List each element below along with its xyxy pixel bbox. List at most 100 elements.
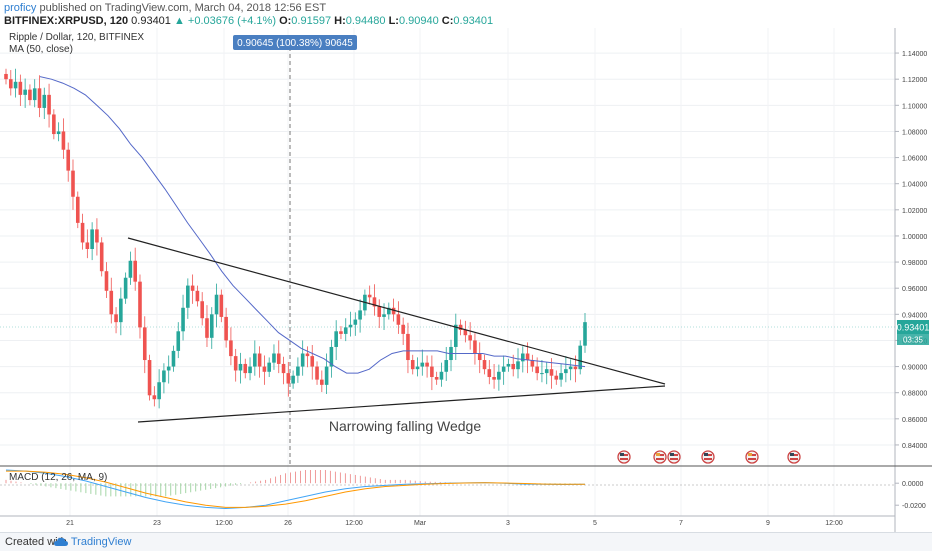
price-tick-label: 0.84000: [902, 443, 927, 450]
event-flag-icon[interactable]: [745, 450, 759, 464]
candle-body: [56, 131, 61, 135]
candle-body: [99, 242, 104, 272]
candle-body: [90, 229, 94, 249]
candle-body: [253, 353, 257, 367]
economic-events[interactable]: [617, 450, 801, 464]
candle-body: [219, 294, 224, 317]
wedge-lower-trendline[interactable]: [137, 385, 666, 423]
candle-body: [348, 324, 353, 328]
macd-axis[interactable]: 0.0000 -0.0200: [895, 481, 926, 510]
candle-body: [578, 345, 583, 370]
price-axis[interactable]: 1.14000 1.12000 1.10000 1.08000 1.06000 1.040…: [895, 51, 927, 450]
candle-body: [186, 285, 190, 308]
candle-body: [382, 314, 386, 317]
candle-body: [200, 301, 204, 319]
candle-body: [568, 366, 573, 370]
macd-legend[interactable]: MACD (12, 26, MA, 9): [9, 472, 107, 483]
candle-body: [473, 340, 477, 354]
candle-body: [549, 369, 554, 376]
candle-body: [444, 360, 449, 372]
candle-body: [324, 366, 329, 385]
candle-body: [501, 366, 506, 372]
candle-body: [492, 377, 496, 380]
candle-body: [463, 329, 468, 336]
candle-body: [272, 353, 276, 363]
macd-signal-line: [6, 470, 585, 508]
price-tick-label: 1.12000: [902, 77, 927, 84]
candle-body: [367, 294, 372, 298]
high-value: 0.94480: [345, 15, 386, 27]
candle-body: [387, 307, 391, 315]
candle-body: [372, 297, 377, 307]
crosshair-badge: 0.90645 (100.38%) 90645: [233, 35, 357, 50]
low-label: L:: [388, 15, 399, 27]
candle-body: [138, 281, 142, 328]
candle-body: [195, 290, 200, 302]
chart-area[interactable]: 1.14000 1.12000 1.10000 1.08000 1.06000 1.040…: [0, 28, 932, 532]
price-tick-label: 1.04000: [902, 182, 927, 189]
candle-body: [123, 277, 128, 299]
tradingview-logo[interactable]: TradingView: [54, 536, 131, 548]
candle-body: [425, 362, 429, 367]
time-tick-label: 12:00: [345, 520, 363, 527]
candle-body: [358, 310, 362, 320]
candle-body: [430, 366, 434, 378]
candle-body: [334, 331, 338, 347]
wedge-annotation[interactable]: Narrowing falling Wedge: [329, 418, 481, 434]
candle-body: [511, 363, 516, 370]
candle-body: [535, 366, 539, 374]
candle-body: [166, 366, 171, 371]
time-axis[interactable]: 21 23 12:00 26 12:00 Mar 3 5 7 9 12:00: [66, 520, 843, 527]
macd-tick-label: 0.0000: [902, 481, 924, 488]
event-flag-icon[interactable]: [667, 450, 681, 464]
candle-body: [468, 335, 472, 341]
wedge-upper-trendline[interactable]: [127, 237, 666, 385]
author-link[interactable]: proficy: [4, 2, 37, 14]
candle-body: [420, 362, 425, 367]
open-value: 0.91597: [291, 15, 332, 27]
time-tick-label: Mar: [414, 520, 427, 527]
candle-body: [47, 94, 51, 115]
candle-body: [229, 340, 233, 357]
event-flag-icon[interactable]: [701, 450, 715, 464]
price-tick-label: 0.94000: [902, 312, 927, 319]
candle-body: [133, 260, 137, 282]
price-tick-label: 0.98000: [902, 260, 927, 267]
candle-body: [23, 89, 27, 95]
candle-body: [477, 353, 482, 361]
candle-body: [128, 260, 133, 278]
candle-body: [544, 369, 549, 374]
candle-body: [238, 363, 243, 371]
candle-body: [42, 94, 47, 108]
event-flag-icon[interactable]: [653, 450, 667, 464]
candle-body: [104, 271, 109, 291]
candle-body: [157, 382, 161, 400]
last-price-badge: 0.93401 03:35: [897, 320, 929, 345]
price-chart-svg[interactable]: 1.14000 1.12000 1.10000 1.08000 1.06000 1.040…: [0, 28, 932, 532]
candle-body: [516, 361, 520, 370]
ma-legend[interactable]: MA (50, close): [9, 44, 73, 55]
candle-body: [214, 294, 219, 315]
publish-info: proficy published on TradingView.com, Ma…: [4, 2, 326, 14]
symbol-label: BITFINEX:XRPUSD, 120: [4, 15, 129, 27]
last-price-badge-bg: [897, 320, 929, 334]
event-flag-icon[interactable]: [617, 450, 631, 464]
candle-body: [66, 149, 71, 171]
candle-body: [28, 89, 32, 101]
candle-body: [315, 366, 319, 380]
candle-body: [396, 314, 401, 325]
candle-body: [52, 114, 56, 135]
publish-text: published on TradingView.com, March 04, …: [39, 2, 327, 14]
candle-body: [583, 322, 587, 346]
time-tick-label: 9: [766, 520, 770, 527]
candle-body: [320, 379, 324, 385]
event-flag-icon[interactable]: [787, 450, 801, 464]
candle-body: [300, 353, 305, 367]
price-tick-label: 1.08000: [902, 129, 927, 136]
chart-legend-title[interactable]: Ripple / Dollar, 120, BITFINEX: [9, 32, 144, 43]
candle-body: [114, 314, 118, 323]
candle-body: [257, 353, 262, 367]
candle-body: [248, 366, 252, 374]
candle-body: [147, 360, 152, 396]
candle-body: [142, 327, 147, 361]
